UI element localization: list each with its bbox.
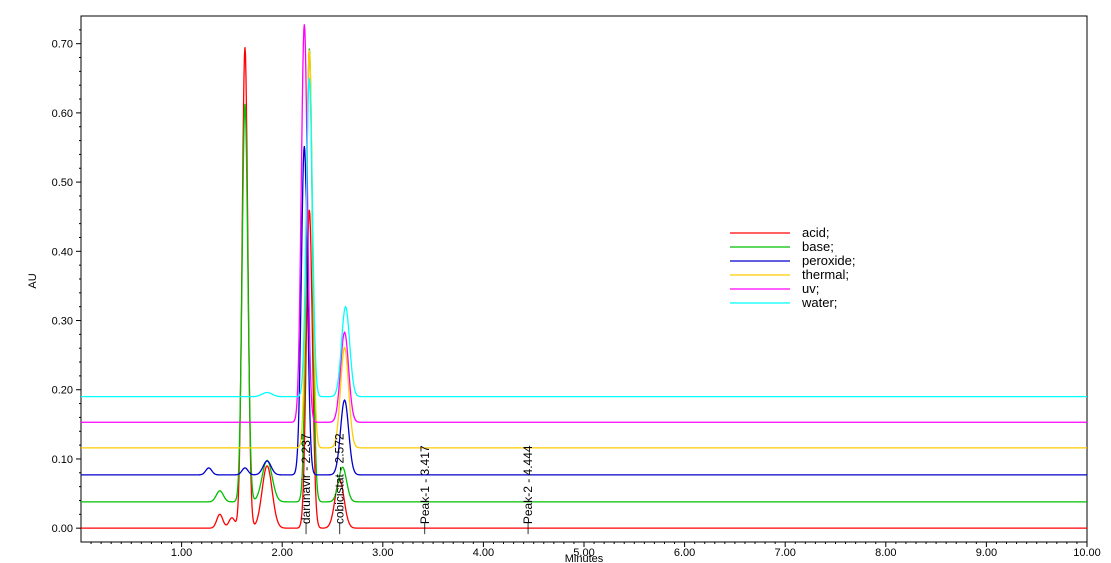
x-axis-title: Minutes (565, 553, 604, 563)
x-tick-label: 7.00 (774, 547, 795, 559)
peak-annotation-label: darunavir - 2.237 (299, 433, 313, 524)
y-tick-label: 0.00 (52, 523, 73, 535)
legend-label: acid; (802, 225, 829, 240)
x-tick-label: 2.00 (271, 547, 292, 559)
x-tick-label: 4.00 (473, 547, 494, 559)
y-tick-label: 0.60 (52, 108, 73, 120)
legend-label: uv; (802, 281, 819, 296)
series-line-acid (81, 47, 1087, 529)
y-tick-label: 0.70 (52, 39, 73, 51)
y-tick-label: 0.20 (52, 385, 73, 397)
series-line-uv (81, 24, 1087, 423)
x-tick-label: 1.00 (171, 547, 192, 559)
series-line-base (81, 48, 1087, 503)
series-line-water (81, 78, 1087, 398)
legend: acid;base;peroxide;thermal;uv;water; (730, 225, 855, 310)
legend-label: water; (801, 295, 837, 310)
y-tick-label: 0.40 (52, 246, 73, 258)
legend-label: thermal; (802, 267, 849, 282)
series-line-thermal (81, 49, 1087, 449)
x-tick-label: 3.00 (372, 547, 393, 559)
legend-label: base; (802, 239, 834, 254)
plot-area-frame (80, 15, 1088, 543)
x-tick-label: 9.00 (976, 547, 997, 559)
series-line-peroxide (81, 146, 1087, 476)
peak-annotation-label: Peak-2 - 4.444 (521, 445, 535, 524)
legend-label: peroxide; (802, 253, 855, 268)
y-axis-title: AU (27, 273, 39, 288)
x-tick-label: 10.00 (1073, 547, 1101, 559)
x-tick-label: 5.00 (573, 547, 594, 559)
y-tick-label: 0.50 (52, 177, 73, 189)
x-tick-label: 6.00 (674, 547, 695, 559)
y-tick-label: 0.10 (52, 454, 73, 466)
y-tick-label: 0.30 (52, 316, 73, 328)
x-tick-label: 8.00 (875, 547, 896, 559)
peak-annotation-label: Peak-1 - 3.417 (418, 445, 432, 524)
peak-annotation-label: cobicistat - 2.572 (333, 433, 347, 524)
